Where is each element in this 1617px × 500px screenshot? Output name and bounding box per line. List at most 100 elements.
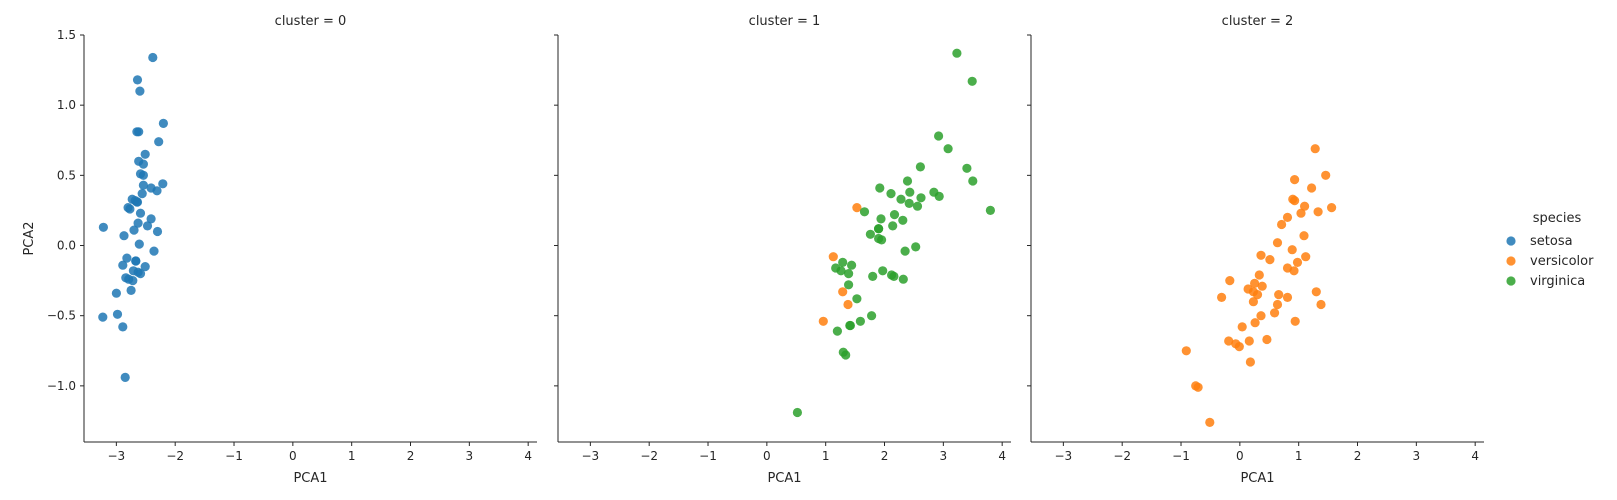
- y-tick-label: 1.0: [57, 98, 76, 112]
- data-point-setosa: [119, 231, 129, 241]
- data-point-versicolor: [1307, 183, 1317, 193]
- data-point-versicolor: [1225, 276, 1235, 286]
- data-point-setosa: [146, 183, 156, 193]
- data-point-versicolor: [1245, 357, 1255, 367]
- series-virginica: [792, 48, 996, 418]
- data-point-virginica: [845, 320, 856, 331]
- data-point-versicolor: [1262, 334, 1272, 345]
- data-point-setosa: [131, 256, 141, 266]
- data-point-virginica: [844, 269, 854, 279]
- x-tick-label: −2: [640, 449, 658, 463]
- data-point-versicolor: [852, 203, 862, 213]
- data-point-versicolor: [1311, 287, 1321, 297]
- data-point-versicolor: [1299, 231, 1309, 241]
- data-point-versicolor: [828, 252, 838, 262]
- data-point-versicolor: [1217, 292, 1227, 302]
- data-point-virginica: [855, 316, 866, 326]
- data-point-virginica: [968, 176, 978, 186]
- x-tick-label: 2: [407, 449, 415, 463]
- data-point-virginica: [852, 294, 862, 304]
- x-tick-label: −2: [1113, 449, 1131, 463]
- data-point-setosa: [137, 189, 147, 199]
- x-axis-label: PCA1: [767, 471, 801, 486]
- x-tick-label: 4: [524, 449, 532, 463]
- panel-title: cluster = 1: [749, 14, 821, 29]
- data-point-versicolor: [838, 287, 848, 297]
- data-point-versicolor: [1310, 144, 1320, 154]
- data-point-setosa: [158, 118, 168, 128]
- data-point-setosa: [152, 226, 163, 237]
- legend-marker-virginica: [1506, 276, 1516, 286]
- x-tick-label: −1: [699, 449, 717, 463]
- data-point-setosa: [98, 222, 108, 232]
- x-tick-label: −3: [1055, 449, 1073, 463]
- data-point-versicolor: [1270, 308, 1280, 318]
- data-point-virginica: [838, 257, 848, 267]
- data-point-versicolor: [1256, 250, 1266, 260]
- data-point-setosa: [132, 127, 142, 137]
- data-point-virginica: [934, 131, 944, 141]
- data-point-setosa: [154, 137, 164, 147]
- data-point-virginica: [792, 407, 803, 418]
- data-point-setosa: [118, 322, 128, 332]
- data-point-virginica: [874, 233, 884, 244]
- data-point-versicolor: [1250, 318, 1260, 328]
- x-tick-label: −1: [1172, 449, 1190, 463]
- data-point-virginica: [844, 280, 854, 290]
- data-point-virginica: [867, 311, 877, 321]
- data-point-virginica: [886, 189, 896, 199]
- data-point-setosa: [128, 276, 138, 286]
- y-tick-label: 1.5: [57, 28, 76, 42]
- legend-marker-setosa: [1506, 236, 1516, 246]
- data-point-virginica: [952, 48, 962, 58]
- data-point-virginica: [868, 271, 878, 281]
- data-point-virginica: [912, 201, 923, 211]
- data-point-virginica: [876, 214, 886, 224]
- y-tick-label: −0.5: [47, 309, 76, 323]
- data-point-versicolor: [1248, 297, 1258, 307]
- data-point-versicolor: [1288, 194, 1298, 204]
- data-point-setosa: [112, 309, 123, 319]
- data-point-virginica: [889, 271, 899, 281]
- data-point-setosa: [132, 197, 143, 207]
- legend: species setosa versicolor virginica: [1506, 211, 1594, 289]
- data-point-setosa: [125, 204, 135, 214]
- data-point-virginica: [904, 198, 914, 208]
- data-point-virginica: [859, 207, 870, 217]
- data-point-setosa: [135, 86, 145, 96]
- data-point-virginica: [905, 187, 915, 197]
- x-tick-label: 3: [1413, 449, 1421, 463]
- data-point-setosa: [121, 273, 131, 283]
- data-point-virginica: [878, 266, 888, 276]
- x-tick-label: 3: [466, 449, 474, 463]
- data-point-setosa: [146, 214, 156, 224]
- data-point-versicolor: [1181, 346, 1191, 356]
- data-point-virginica: [838, 347, 848, 357]
- data-point-virginica: [902, 176, 913, 186]
- x-tick-label: 0: [289, 449, 297, 463]
- data-point-versicolor: [1252, 290, 1263, 300]
- x-tick-label: −2: [166, 449, 184, 463]
- data-point-versicolor: [1250, 278, 1260, 288]
- data-point-versicolor: [843, 299, 853, 310]
- data-point-setosa: [120, 372, 130, 382]
- data-point-versicolor: [1277, 219, 1287, 230]
- data-point-virginica: [900, 246, 910, 256]
- y-axis-label: PCA2: [22, 221, 37, 255]
- data-point-virginica: [888, 221, 898, 231]
- data-point-versicolor: [1321, 170, 1331, 180]
- data-point-setosa: [142, 221, 153, 231]
- data-point-versicolor: [1316, 299, 1326, 310]
- x-tick-label: −1: [225, 449, 243, 463]
- data-point-versicolor: [1296, 208, 1306, 218]
- data-point-versicolor: [1231, 339, 1241, 349]
- x-tick-label: −3: [582, 449, 600, 463]
- legend-title: species: [1533, 211, 1582, 226]
- data-point-setosa: [122, 253, 132, 263]
- data-point-setosa: [138, 180, 148, 190]
- data-point-setosa: [133, 218, 143, 228]
- data-point-virginica: [967, 76, 977, 86]
- x-tick-label: 3: [940, 449, 948, 463]
- data-point-versicolor: [1244, 336, 1254, 346]
